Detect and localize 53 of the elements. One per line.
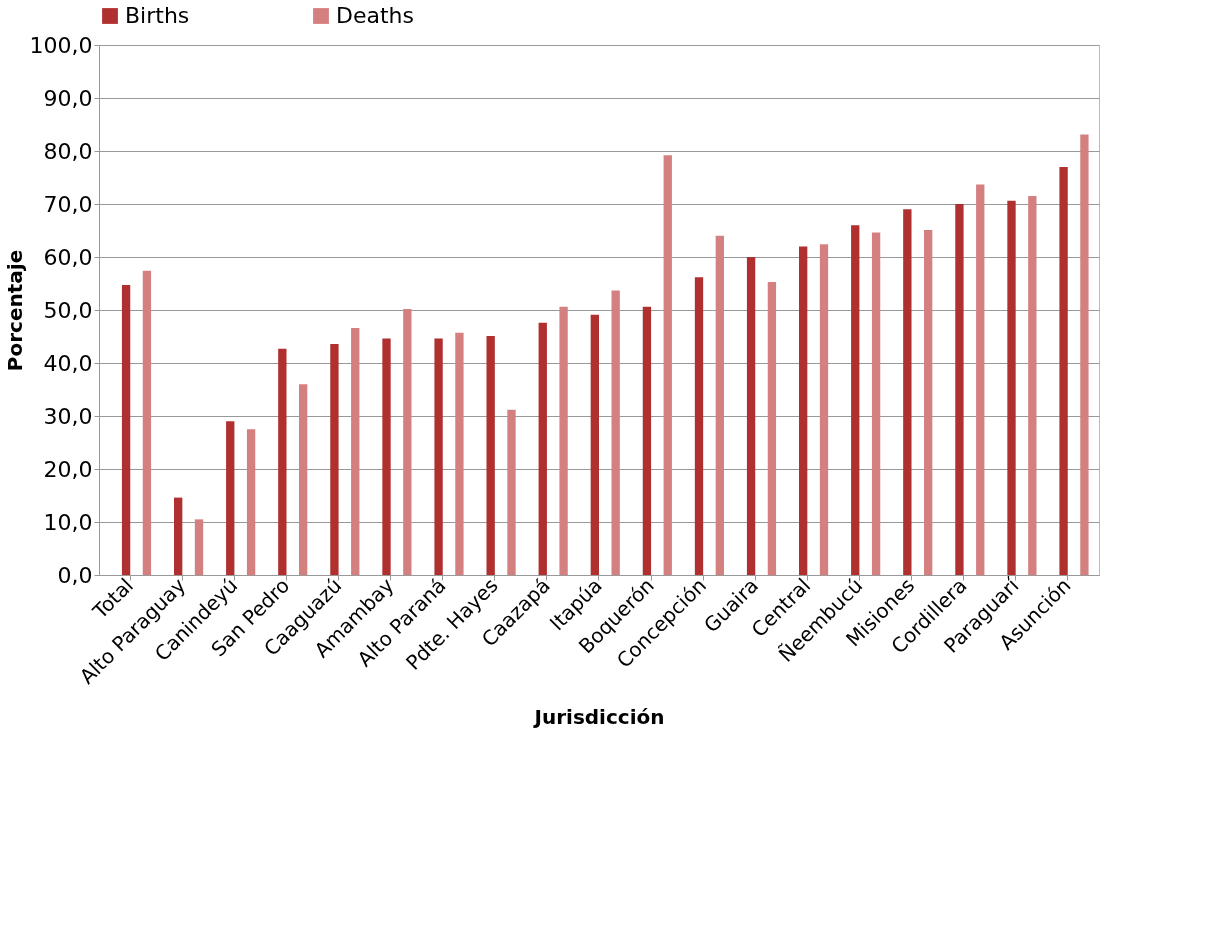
bar — [590, 314, 599, 575]
y-tick-label: 80,0 — [43, 138, 93, 164]
bar — [174, 497, 183, 575]
legend-label: Births — [125, 3, 190, 28]
legend-label: Deaths — [336, 3, 414, 28]
bar — [507, 409, 516, 575]
bar — [330, 343, 339, 575]
bar — [455, 332, 464, 575]
bar — [642, 306, 652, 575]
bar — [694, 277, 704, 575]
bar — [538, 322, 547, 575]
y-tick-label: 10,0 — [43, 509, 93, 535]
y-tick-label: 70,0 — [43, 191, 93, 217]
bar — [142, 270, 152, 575]
bar — [194, 519, 204, 575]
bar — [871, 232, 881, 575]
bar — [226, 421, 235, 575]
y-tick-label: 90,0 — [43, 85, 93, 111]
bar — [403, 308, 412, 575]
bar — [851, 225, 860, 575]
bar — [1059, 166, 1068, 575]
bar — [924, 229, 933, 575]
bar — [746, 257, 756, 575]
bar — [1080, 134, 1089, 575]
y-tick-label: 0,0 — [57, 562, 93, 588]
bar — [767, 281, 777, 575]
bar — [819, 244, 829, 575]
y-tick-label: 60,0 — [43, 244, 93, 270]
bar — [486, 335, 495, 575]
bar — [434, 338, 443, 575]
bar — [715, 235, 724, 575]
bar — [278, 348, 287, 575]
x-axis-title: Jurisdicción — [532, 704, 665, 729]
bar — [799, 246, 808, 575]
bar — [246, 429, 256, 575]
y-tick-label: 30,0 — [43, 403, 93, 429]
bar — [611, 290, 620, 575]
bar — [955, 204, 964, 575]
y-tick-label: 40,0 — [43, 350, 93, 376]
bar — [1028, 196, 1037, 575]
bar — [663, 155, 672, 575]
bar — [903, 209, 912, 575]
y-tick-label: 50,0 — [43, 297, 93, 323]
y-tick-label: 100,0 — [29, 32, 93, 58]
bar — [1007, 200, 1016, 575]
bar — [299, 384, 308, 575]
bar — [121, 285, 131, 575]
y-axis-title: Porcentaje — [2, 249, 27, 372]
bar — [351, 328, 360, 575]
bar — [559, 306, 568, 575]
bar — [976, 184, 985, 575]
bar — [382, 338, 391, 575]
y-tick-label: 20,0 — [43, 456, 93, 482]
